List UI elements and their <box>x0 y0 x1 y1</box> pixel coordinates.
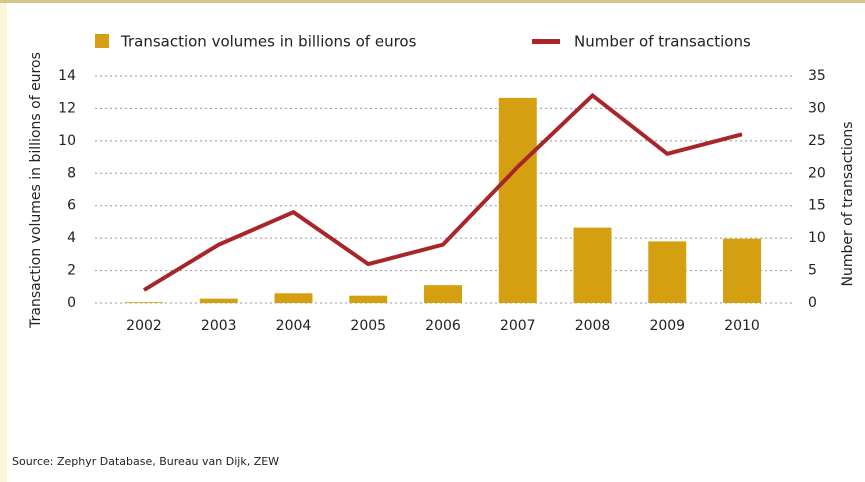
x-tick-label: 2010 <box>724 318 760 334</box>
y2-tick-label: 25 <box>808 133 826 149</box>
legend-label: Number of transactions <box>574 33 751 51</box>
y2-axis-label: Number of transactions <box>840 121 856 286</box>
x-tick-label: 2008 <box>575 318 611 334</box>
bar <box>424 285 462 303</box>
legend-swatch <box>532 39 560 44</box>
y-tick-label: 4 <box>67 230 76 246</box>
y2-tick-label: 35 <box>808 68 826 84</box>
source: Source: Zephyr Database, Bureau van Dijk… <box>12 455 279 468</box>
legend-label: Transaction volumes in billions of euros <box>120 33 417 51</box>
bar <box>349 295 388 303</box>
x-tick-label: 2009 <box>649 318 685 334</box>
bar <box>723 238 762 303</box>
bar <box>274 293 313 303</box>
y-tick-label: 8 <box>67 165 76 181</box>
x-tick-label: 2004 <box>276 318 312 334</box>
y2-tick-label: 30 <box>808 100 826 116</box>
bar <box>124 302 163 303</box>
y-tick-label: 10 <box>58 133 76 149</box>
y-tick-label: 14 <box>58 68 76 84</box>
x-tick-label: 2006 <box>425 318 461 334</box>
x-tick-label: 2005 <box>350 318 386 334</box>
y2-tick-label: 15 <box>808 198 826 214</box>
y2-tick-label: 20 <box>808 165 826 181</box>
legend-swatch <box>95 34 109 48</box>
y-tick-label: 12 <box>58 100 76 116</box>
x-tick-label: 2002 <box>126 318 162 334</box>
y-axis-label: Transaction volumes in billions of euros <box>28 52 44 329</box>
bar <box>573 227 612 303</box>
y-tick-label: 6 <box>67 198 76 214</box>
bar <box>199 298 238 303</box>
line <box>142 92 743 292</box>
y2-tick-label: 0 <box>808 295 817 311</box>
y-tick-label: 0 <box>67 295 76 311</box>
y2-tick-label: 10 <box>808 230 826 246</box>
bar <box>648 241 687 303</box>
x-tick-label: 2007 <box>500 318 536 334</box>
y-tick-label: 2 <box>67 263 76 279</box>
x-tick-label: 2003 <box>201 318 237 334</box>
left-strip <box>0 0 7 482</box>
bar <box>498 97 537 303</box>
top-rule <box>0 0 865 3</box>
y2-tick-label: 5 <box>808 263 817 279</box>
